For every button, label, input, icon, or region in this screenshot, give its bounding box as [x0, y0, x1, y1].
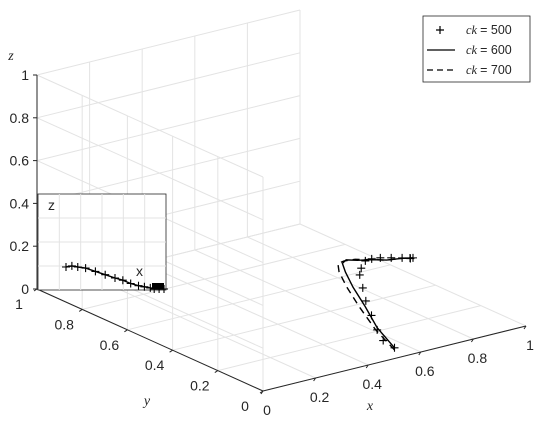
- series-plus-marker: [361, 296, 370, 305]
- grid-line: [82, 243, 346, 310]
- x-axis-line: [262, 325, 527, 392]
- grid-line: [36, 137, 301, 204]
- legend-entry: ck = 700: [466, 63, 512, 77]
- z-tick-label: 0.8: [10, 110, 30, 126]
- y-axis-line: [36, 288, 264, 392]
- grid-line: [36, 74, 264, 178]
- x-axis-label: x: [366, 399, 374, 414]
- z-tick-label: 0.4: [10, 195, 30, 211]
- inset-plus-marker: [62, 263, 70, 271]
- series-plus-marker: [367, 254, 376, 263]
- series-line-dashed: [337, 257, 414, 351]
- y-tick-label: 0.6: [100, 337, 120, 353]
- axes-layer: [36, 75, 527, 392]
- y-tick-mark: [214, 370, 219, 374]
- x-tick-mark: [418, 351, 422, 356]
- y-tick-mark: [124, 329, 128, 333]
- inset-x-label: x: [136, 263, 143, 279]
- x-tick-mark: [313, 377, 317, 382]
- y-axis-label: y: [142, 394, 151, 409]
- x-tick-label: 0.6: [415, 363, 435, 379]
- legend-entry-symbol: ck: [466, 43, 478, 57]
- x-tick-label: 0.8: [468, 350, 488, 366]
- series-plus-marker: [358, 283, 367, 292]
- x-tick-mark: [365, 364, 369, 369]
- inset-plus-marker: [101, 270, 110, 279]
- series-plus-marker: [387, 253, 396, 262]
- inset-plus-marker: [67, 261, 76, 270]
- ticks-layer: 00.20.40.60.8100.20.40.60.8100.20.40.60.…: [7, 49, 534, 418]
- x-tick-mark: [470, 338, 474, 343]
- series-line-solid: [341, 257, 414, 349]
- z-tick-label: 0.6: [10, 153, 30, 169]
- y-tick-label: 0.4: [145, 357, 165, 373]
- y-tick-label: 0: [241, 398, 249, 414]
- series-plus-marker: [357, 264, 366, 273]
- z-tick-label: 0.2: [10, 238, 30, 254]
- y-tick-label: 1: [15, 296, 23, 312]
- inset-marker-cluster: [152, 283, 164, 289]
- legend-entry-value: = 700: [480, 63, 512, 77]
- legend-entry-value: = 500: [480, 23, 512, 37]
- series-plus-marker: [355, 270, 364, 279]
- y-tick-mark: [169, 349, 173, 353]
- legend-entry: ck = 600: [466, 43, 512, 57]
- x-tick-label: 0.2: [310, 389, 330, 405]
- grid-line: [36, 117, 264, 221]
- y-tick-mark: [78, 308, 83, 312]
- inset-plus-marker: [73, 263, 82, 271]
- inset-plus-marker: [126, 279, 135, 288]
- series-plus-marker: [361, 256, 370, 265]
- legend-entry-symbol: ck: [466, 23, 478, 37]
- grid-line: [172, 284, 436, 351]
- inset-z-label: z: [48, 197, 55, 213]
- grid-line: [299, 223, 527, 327]
- inset-plus-marker: [134, 281, 143, 290]
- z-tick-label: 0: [21, 281, 29, 297]
- legend-entry-symbol: ck: [466, 63, 478, 77]
- z-tick-label: 1: [21, 67, 29, 83]
- inset-plus-marker: [111, 274, 119, 282]
- grid-line: [36, 9, 301, 76]
- inset-plus-marker: [118, 276, 127, 285]
- inset-plus-marker: [140, 282, 149, 291]
- series-layer: [337, 253, 417, 352]
- legend-entry-value: = 600: [480, 43, 512, 57]
- grid-line: [36, 52, 301, 119]
- grid-line: [217, 305, 481, 372]
- inset-plus-marker: [91, 267, 100, 276]
- inset-plus-marker: [81, 264, 90, 273]
- y-tick-mark: [259, 390, 264, 394]
- y-tick-label: 0.8: [54, 316, 74, 332]
- x-tick-label: 1: [526, 337, 534, 353]
- legend-entry: ck = 500: [466, 23, 512, 37]
- y-tick-label: 0.2: [190, 378, 210, 394]
- legend-plus-marker: [436, 26, 444, 34]
- x-tick-mark: [523, 325, 527, 330]
- grid-line: [141, 262, 369, 366]
- x-tick-label: 0.4: [362, 376, 382, 392]
- legend-box: [422, 15, 531, 83]
- grid-line: [36, 95, 301, 162]
- inset-panel: zx: [37, 193, 168, 293]
- z-axis-label: z: [7, 49, 14, 64]
- x-tick-label: 0: [263, 402, 271, 418]
